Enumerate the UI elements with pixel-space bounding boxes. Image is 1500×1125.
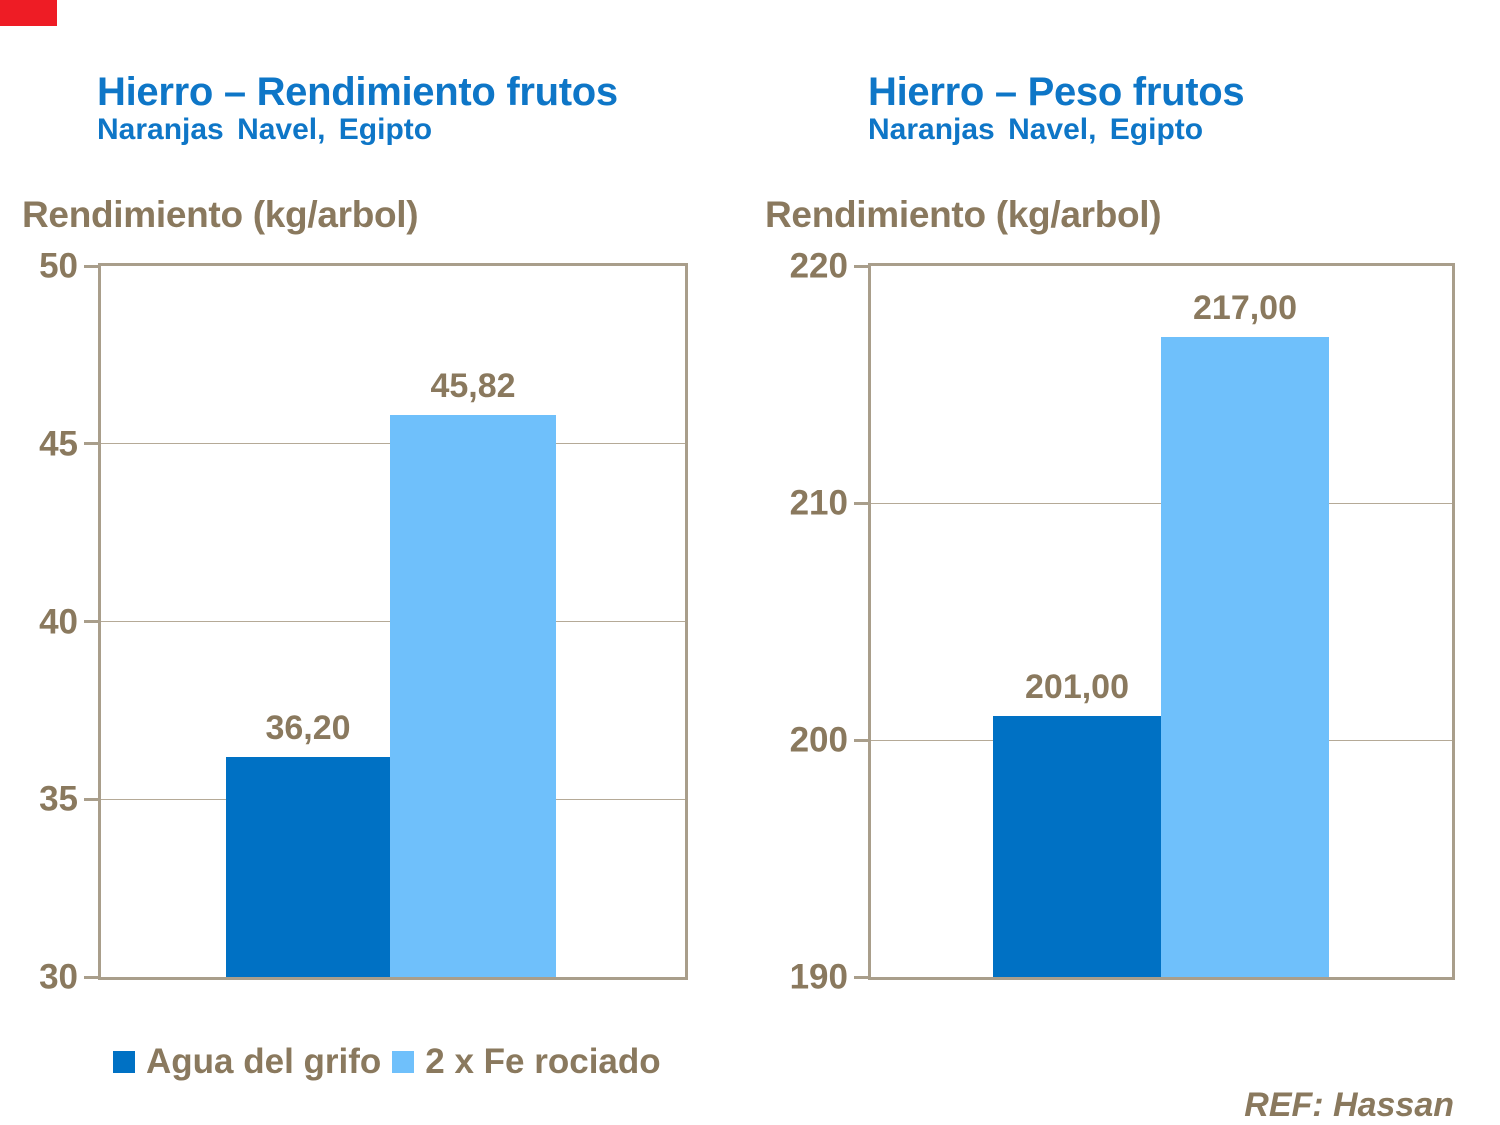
bar-value-label-agua-del-grifo: 201,00: [1025, 668, 1129, 707]
y-tick-label-190: 190: [789, 957, 848, 997]
bar-value-label-agua-del-grifo: 36,20: [265, 708, 351, 747]
red-corner-logo-mark: [0, 0, 57, 26]
y-tick-mark-200: [854, 738, 868, 742]
y-tick-label-30: 30: [39, 957, 78, 997]
reference-text: REF: Hassan: [1244, 1086, 1454, 1124]
bar-agua-del-grifo: [993, 716, 1161, 977]
y-tick-mark-30: [84, 975, 98, 979]
legend-item-agua-del-grifo: Agua del grifo: [113, 1044, 381, 1079]
y-tick-mark-210: [854, 501, 868, 505]
y-tick-mark-50: [84, 264, 98, 268]
y-tick-mark-35: [84, 797, 98, 801]
y-tick-mark-40: [84, 620, 98, 623]
y-tick-label-220: 220: [789, 246, 848, 286]
legend-label-2-x-fe-rociado: 2 x Fe rociado: [425, 1042, 661, 1081]
y-tick-label-50: 50: [39, 246, 78, 286]
bar-value-label-2-x-fe-rociado: 45,82: [430, 366, 516, 405]
legend: Agua del grifo 2 x Fe rociado: [113, 1044, 661, 1079]
y-axis-title-peso: Rendimiento (kg/arbol): [765, 194, 1162, 235]
y-axis-title-rendimiento: Rendimiento (kg/arbol): [22, 194, 419, 235]
y-tick-mark-220: [854, 264, 868, 268]
plot-area-rendimiento: 50 45 40 35 30 36,20 45,82: [39, 249, 688, 995]
legend-label-agua-del-grifo: Agua del grifo: [146, 1042, 382, 1081]
y-tick-label-45: 45: [39, 424, 78, 464]
chart-subtitle-peso: Naranjas Navel, Egipto: [868, 113, 1204, 146]
chart-title-peso: Hierro – Peso frutos: [868, 70, 1245, 114]
legend-item-2-x-fe-rociado: 2 x Fe rociado: [392, 1042, 661, 1081]
y-tick-mark-45: [84, 442, 98, 446]
bar-2-x-fe-rociado: [390, 414, 556, 977]
chart-subtitle-rendimiento: Naranjas Navel, Egipto: [97, 113, 433, 146]
plot-area-peso: 220 210 200 190 201,00 217,00: [790, 249, 1455, 995]
bar-value-label-2-x-fe-rociado: 217,00: [1193, 289, 1297, 328]
y-tick-label-35: 35: [39, 779, 78, 819]
bar-2-x-fe-rociado: [1161, 337, 1329, 977]
y-tick-mark-190: [854, 975, 868, 979]
chart-title-rendimiento: Hierro – Rendimiento frutos: [97, 70, 618, 114]
y-tick-label-210: 210: [789, 483, 848, 523]
legend-swatch-agua-del-grifo: [113, 1050, 135, 1073]
y-tick-label-40: 40: [39, 602, 78, 641]
bar-agua-del-grifo: [226, 756, 390, 977]
legend-swatch-2-x-fe-rociado: [392, 1050, 415, 1073]
y-tick-label-200: 200: [789, 720, 848, 760]
